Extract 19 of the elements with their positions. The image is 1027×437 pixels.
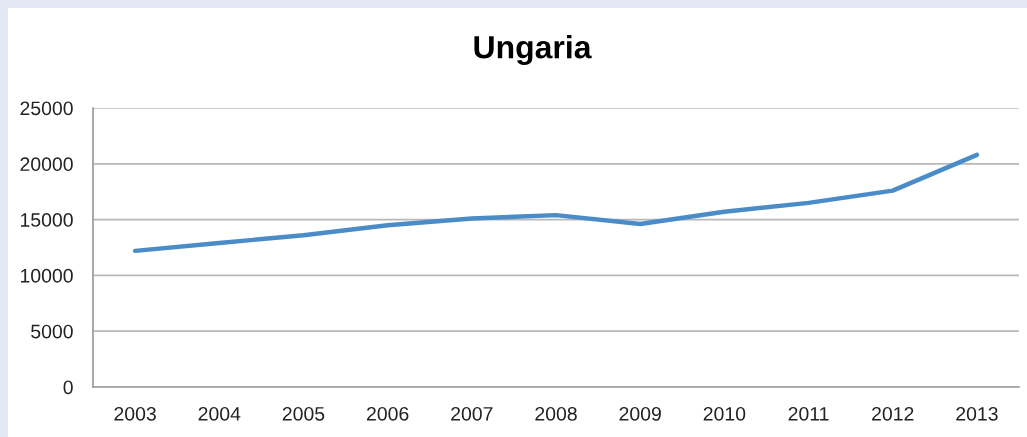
y-tick-label: 25000 xyxy=(20,101,73,116)
y-tick-label: 5000 xyxy=(31,324,73,339)
x-tick-label: 2009 xyxy=(619,406,661,421)
y-tick-label: 15000 xyxy=(20,213,73,227)
x-tick-label: 2011 xyxy=(788,406,829,421)
y-tick-label: 20000 xyxy=(20,157,73,172)
x-tick-label: 2007 xyxy=(451,406,493,421)
chart-title: Ungaria xyxy=(474,35,592,65)
x-tick-label: 2006 xyxy=(366,406,409,421)
x-tick-label: 2008 xyxy=(535,406,577,421)
x-tick-label: 2004 xyxy=(198,406,241,421)
x-tick-label: 2005 xyxy=(282,406,325,421)
line-series xyxy=(132,152,980,254)
x-tick-label: 2013 xyxy=(956,406,998,421)
x-tick-label: 2010 xyxy=(703,406,746,421)
y-tick-label: 0 xyxy=(63,380,73,395)
y-tick-label: 10000 xyxy=(20,268,73,283)
x-tick-label: 2003 xyxy=(114,406,156,421)
x-tick-label: 2012 xyxy=(872,406,914,421)
